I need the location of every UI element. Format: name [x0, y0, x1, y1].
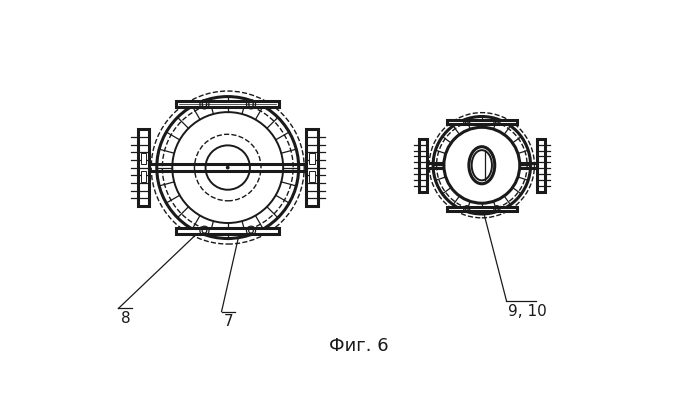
Circle shape	[444, 128, 520, 204]
Bar	[140, 153, 146, 164]
Text: 9, 10: 9, 10	[508, 303, 547, 318]
Bar	[447, 120, 517, 124]
Text: 7: 7	[224, 314, 233, 328]
Bar	[447, 207, 517, 211]
Bar	[138, 130, 149, 206]
Bar	[309, 172, 315, 183]
Text: Фиг. 6: Фиг. 6	[329, 336, 389, 354]
Bar	[419, 139, 426, 192]
Ellipse shape	[469, 147, 495, 184]
Bar	[140, 172, 146, 183]
Bar	[309, 153, 315, 164]
Bar	[176, 102, 279, 108]
Circle shape	[226, 167, 229, 169]
Bar	[176, 228, 279, 234]
Bar	[537, 139, 545, 192]
Bar	[306, 130, 317, 206]
Text: 8: 8	[121, 310, 130, 326]
